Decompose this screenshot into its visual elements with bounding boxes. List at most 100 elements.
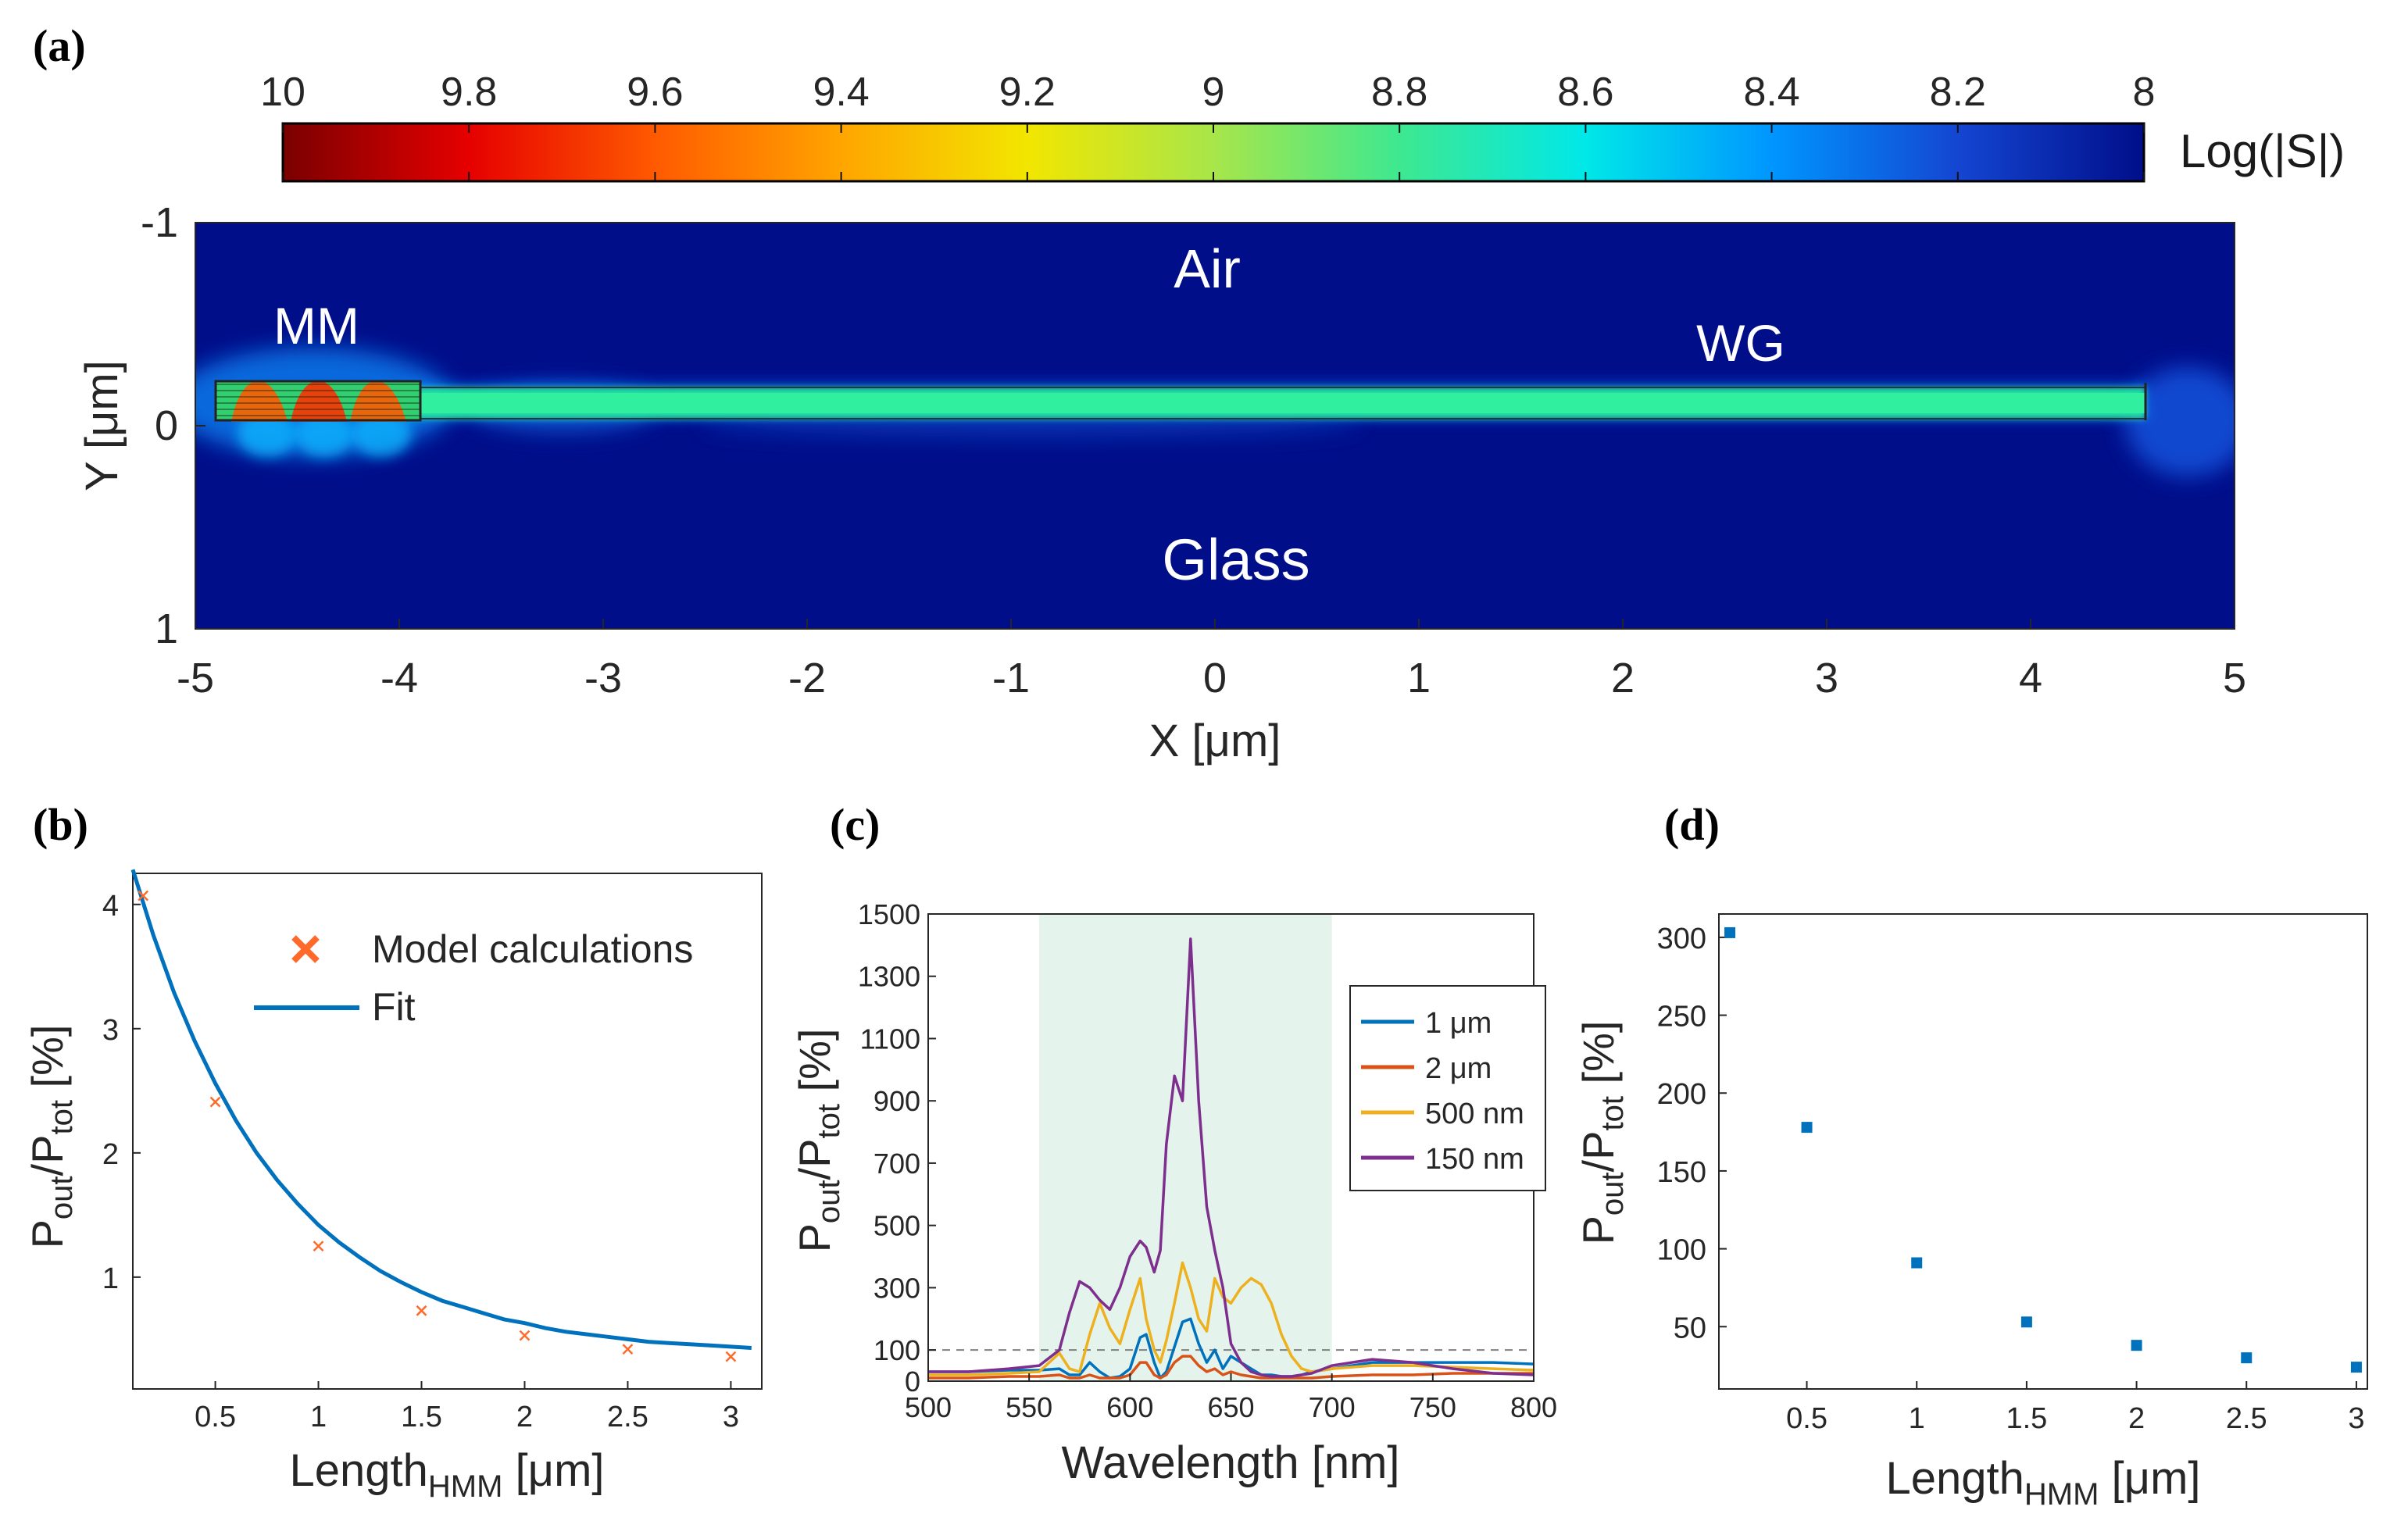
map-x-tick-label: -4 xyxy=(380,655,418,702)
chart-d-y-label-sub2: tot xyxy=(1595,1096,1630,1130)
series-line-3 xyxy=(928,937,1534,1378)
colorbar-ticks xyxy=(282,123,2145,181)
colorbar-tick-label: 9.8 xyxy=(441,70,497,115)
chart-d-x-axis-label: LengthHMM [μm] xyxy=(1885,1453,2200,1512)
chart-d-ticks: 0.5 1 1.5 2 2.5 3 50 100 150 200 250 300 xyxy=(1657,923,2365,1435)
chart-c-y-label-unit: [%] xyxy=(790,1029,839,1104)
chart-c-y-tick-label: 500 xyxy=(874,1210,920,1242)
colorbar-tick-label: 8.2 xyxy=(1930,70,1986,115)
model-point xyxy=(416,1305,427,1316)
chart-c-y-tick-label: 900 xyxy=(874,1085,920,1117)
chart-d-x-tick-label: 1 xyxy=(1909,1402,1925,1435)
map-x-tick-label: -3 xyxy=(584,655,622,702)
chart-b-x-label-unit: [μm] xyxy=(502,1445,604,1496)
legend-label-model: Model calculations xyxy=(372,927,693,971)
map-x-tick-label: 1 xyxy=(1407,655,1431,702)
map-x-tick-label: 3 xyxy=(1815,655,1838,702)
chart-d-y-label-unit: [%] xyxy=(1574,1021,1623,1096)
map-x-tick-label: 5 xyxy=(2223,655,2246,702)
chart-d-y-tick-label: 100 xyxy=(1657,1234,1706,1267)
map-y-tick-label: 1 xyxy=(155,605,178,652)
model-point xyxy=(138,890,149,901)
colorbar-tick-label: 9 xyxy=(1202,70,1225,115)
data-point xyxy=(2020,1316,2032,1328)
chart-b-legend: Model calculations Fit xyxy=(254,927,693,1029)
chart-b-y-tick-label: 1 xyxy=(102,1262,119,1295)
map-y-tick-label: -1 xyxy=(141,199,178,246)
chart-c-y-label-sub1: out xyxy=(812,1180,846,1223)
chart-b-x-label-sub: HMM xyxy=(428,1469,503,1504)
chart-c-series xyxy=(928,937,1534,1380)
map-y-tick-label: 0 xyxy=(155,402,178,449)
chart-c-y-tick-label: 1300 xyxy=(858,961,920,993)
chart-c-y-tick-label: 300 xyxy=(874,1272,920,1304)
colorbar-tick-label: 8.8 xyxy=(1371,70,1427,115)
chart-d-y-tick-label: 250 xyxy=(1657,1001,1706,1034)
model-point-stroke xyxy=(138,890,149,901)
chart-d-frame xyxy=(1718,913,2368,1390)
colorbar-tick-label: 8.4 xyxy=(1743,70,1799,115)
chart-d-x-label-unit: [μm] xyxy=(2099,1453,2200,1504)
map-x-tick-label: -1 xyxy=(992,655,1030,702)
chart-c-y-tick-label: 0 xyxy=(905,1366,920,1398)
map-x-tick-label: -2 xyxy=(788,655,826,702)
legend-marker-model xyxy=(291,935,320,963)
data-point xyxy=(1801,1122,1813,1134)
chart-d-y-label-p: P xyxy=(1574,1216,1623,1244)
map-x-tick-label: 4 xyxy=(2019,655,2042,702)
chart-b-x-tick-label: 2.5 xyxy=(607,1401,648,1433)
colorbar-tick-label: 8 xyxy=(2133,70,2156,115)
chart-b-ticks: 0.5 1 1.5 2 2.5 3 1 2 3 4 xyxy=(102,890,739,1433)
chart-d-x-tick-label: 2.5 xyxy=(2226,1402,2267,1435)
map-y-axis-label: Y [μm] xyxy=(77,360,127,491)
end-scatter xyxy=(2125,367,2235,477)
map-x-tick-label: 2 xyxy=(1611,655,1635,702)
colorbar-gradient xyxy=(281,122,2145,183)
chart-d-y-tick-label: 150 xyxy=(1657,1156,1706,1189)
mm-outline xyxy=(214,380,422,422)
panel-b-label: (b) xyxy=(33,799,88,850)
chart-c-y-axis-label: Pout/Ptot [%] xyxy=(790,1029,846,1253)
model-point xyxy=(725,1351,737,1362)
chart-c-y-tick-label: 700 xyxy=(874,1148,920,1180)
chart-c-x-tick-label: 700 xyxy=(1309,1391,1356,1423)
chart-d-x-tick-label: 3 xyxy=(2348,1402,2364,1435)
chart-c-y-tick-label: 1500 xyxy=(858,898,920,930)
chart-b-y-tick-label: 4 xyxy=(102,890,119,923)
chart-c-y-label-sub2: tot xyxy=(812,1104,846,1138)
mm-layer-stripes xyxy=(216,384,420,416)
field-map: Air MM WG Glass -5 -4 -3 -2 -1 0 1 2 3 4 5 -1 0 1 X … xyxy=(77,199,2246,766)
chart-c-x-tick-label: 550 xyxy=(1006,1391,1052,1423)
chart-d-y-tick-label: 300 xyxy=(1657,923,1706,955)
chart-d-x-label-sub: HMM xyxy=(2024,1477,2099,1512)
series-line-1 xyxy=(928,1355,1534,1380)
chart-b-y-label-unit: [%] xyxy=(23,1025,72,1100)
map-x-ticks: -5 -4 -3 -2 -1 0 1 2 3 4 5 xyxy=(177,619,2246,702)
chart-b-y-label-sub1: out xyxy=(45,1176,79,1219)
panel-c-label: (c) xyxy=(830,799,880,850)
series-line-2 xyxy=(928,1261,1534,1376)
model-point-stroke xyxy=(519,1330,531,1341)
chart-d-x-tick-label: 0.5 xyxy=(1786,1402,1827,1435)
model-point-stroke xyxy=(209,1096,221,1108)
air-label: Air xyxy=(1174,238,1241,299)
chart-d-points xyxy=(1724,926,2362,1373)
legend-label: 500 nm xyxy=(1425,1098,1524,1130)
chart-c-x-axis-label: Wavelength [nm] xyxy=(1061,1437,1399,1488)
emission-band-shading xyxy=(1039,914,1332,1381)
colorbar-tick-label: 9.2 xyxy=(999,70,1056,115)
chart-b-x-tick-label: 2 xyxy=(516,1401,533,1433)
glass-label: Glass xyxy=(1162,527,1309,592)
data-point xyxy=(2131,1340,2142,1351)
chart-d-y-label-sub1: out xyxy=(1595,1172,1630,1216)
fit-line xyxy=(130,869,752,1350)
chart-b-x-label-main: Length xyxy=(289,1445,427,1496)
field-map-content xyxy=(195,348,2235,477)
chart-b-x-tick-label: 1.5 xyxy=(401,1401,442,1433)
chart-b-x-tick-label: 3 xyxy=(723,1401,739,1433)
colorbar-tick-label: 9.6 xyxy=(627,70,683,115)
colorbar-tick-label: 10 xyxy=(260,70,305,115)
colorbar: 10 9.8 9.6 9.4 9.2 9 8.8 8.6 8.4 8.2 8 Log(|S|) xyxy=(260,70,2345,183)
